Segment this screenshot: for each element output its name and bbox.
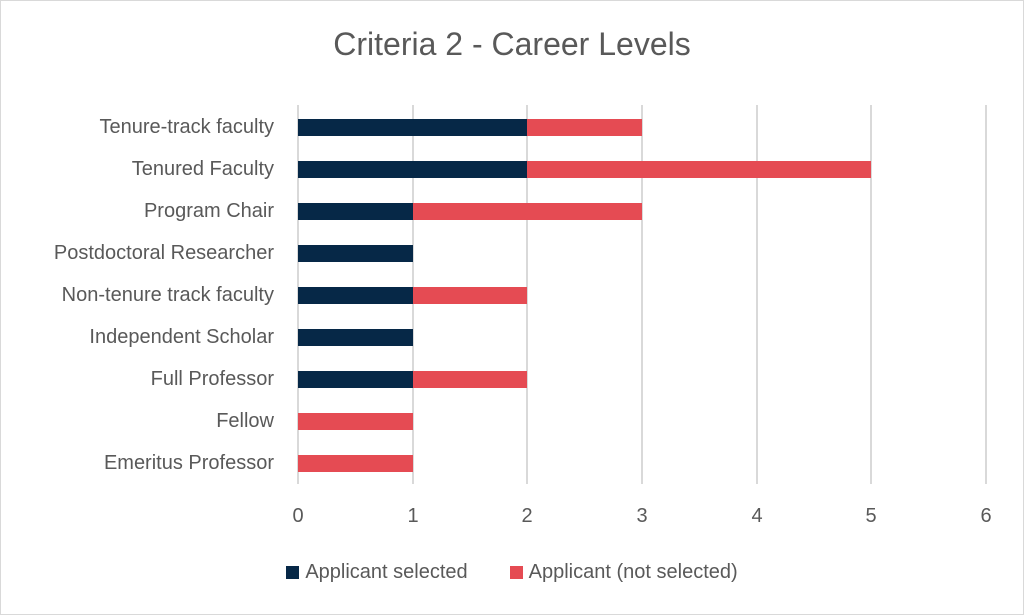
bar-row: [298, 413, 413, 430]
x-tick: 5: [865, 505, 877, 527]
bar-not-selected[interactable]: [412, 287, 528, 304]
bar-selected[interactable]: [298, 329, 413, 346]
bar-not-selected[interactable]: [298, 455, 413, 472]
bar-selected[interactable]: [298, 161, 528, 178]
bar-row: [298, 119, 642, 136]
bar-not-selected[interactable]: [298, 413, 413, 430]
gridline: [755, 105, 758, 484]
x-tick: 4: [751, 505, 763, 527]
bar-not-selected[interactable]: [412, 203, 642, 220]
gridline: [870, 105, 873, 484]
legend-swatch-icon: [286, 566, 300, 579]
legend-item-selected[interactable]: Applicant selected: [286, 561, 468, 584]
x-tick: 1: [407, 505, 419, 527]
bar-selected[interactable]: [298, 287, 413, 304]
category-label: Full Professor: [150, 368, 274, 390]
category-label: Tenured Faculty: [131, 158, 274, 180]
bar-not-selected[interactable]: [412, 371, 528, 388]
bar-row: [298, 245, 413, 262]
x-tick: 3: [636, 505, 648, 527]
bar-row: [298, 287, 528, 304]
bar-not-selected[interactable]: [527, 161, 872, 178]
x-tick: 0: [292, 505, 304, 527]
category-label: Tenure-track faculty: [99, 116, 274, 138]
legend-label: Applicant selected: [305, 561, 468, 583]
chart-title: Criteria 2 - Career Levels: [333, 26, 691, 62]
bar-selected[interactable]: [298, 245, 413, 262]
bar-selected[interactable]: [298, 119, 528, 136]
bar-row: [298, 329, 413, 346]
category-label: Independent Scholar: [89, 326, 274, 348]
legend: Applicant selected Applicant (not select…: [0, 561, 1024, 584]
bar-row: [298, 455, 413, 472]
bar-row: [298, 371, 528, 388]
gridline: [526, 105, 529, 484]
bar-row: [298, 203, 642, 220]
plot-area: [297, 105, 987, 484]
bar-not-selected[interactable]: [527, 119, 642, 136]
bar-selected[interactable]: [298, 203, 413, 220]
legend-item-not-selected[interactable]: Applicant (not selected): [509, 561, 738, 584]
category-label: Fellow: [216, 410, 274, 432]
x-tick: 2: [521, 505, 533, 527]
legend-label: Applicant (not selected): [528, 561, 738, 583]
bar-row: [298, 161, 872, 178]
category-label: Emeritus Professor: [103, 452, 274, 474]
category-label: Program Chair: [143, 200, 274, 222]
legend-swatch-icon: [509, 566, 523, 579]
gridline: [985, 105, 987, 484]
bar-selected[interactable]: [298, 371, 413, 388]
gridline: [641, 105, 643, 484]
category-label: Postdoctoral Researcher: [53, 242, 274, 264]
x-tick: 6: [980, 505, 992, 527]
category-label: Non-tenure track faculty: [61, 284, 274, 306]
